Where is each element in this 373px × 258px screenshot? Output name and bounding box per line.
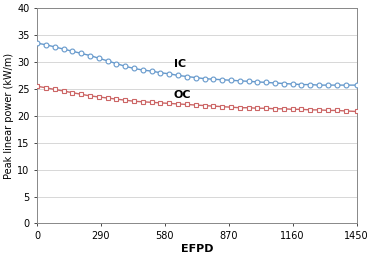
Text: OC: OC <box>174 90 191 100</box>
Text: IC: IC <box>174 59 186 69</box>
Y-axis label: Peak linear power (kW/m): Peak linear power (kW/m) <box>4 53 14 179</box>
X-axis label: EFPD: EFPD <box>181 244 213 254</box>
